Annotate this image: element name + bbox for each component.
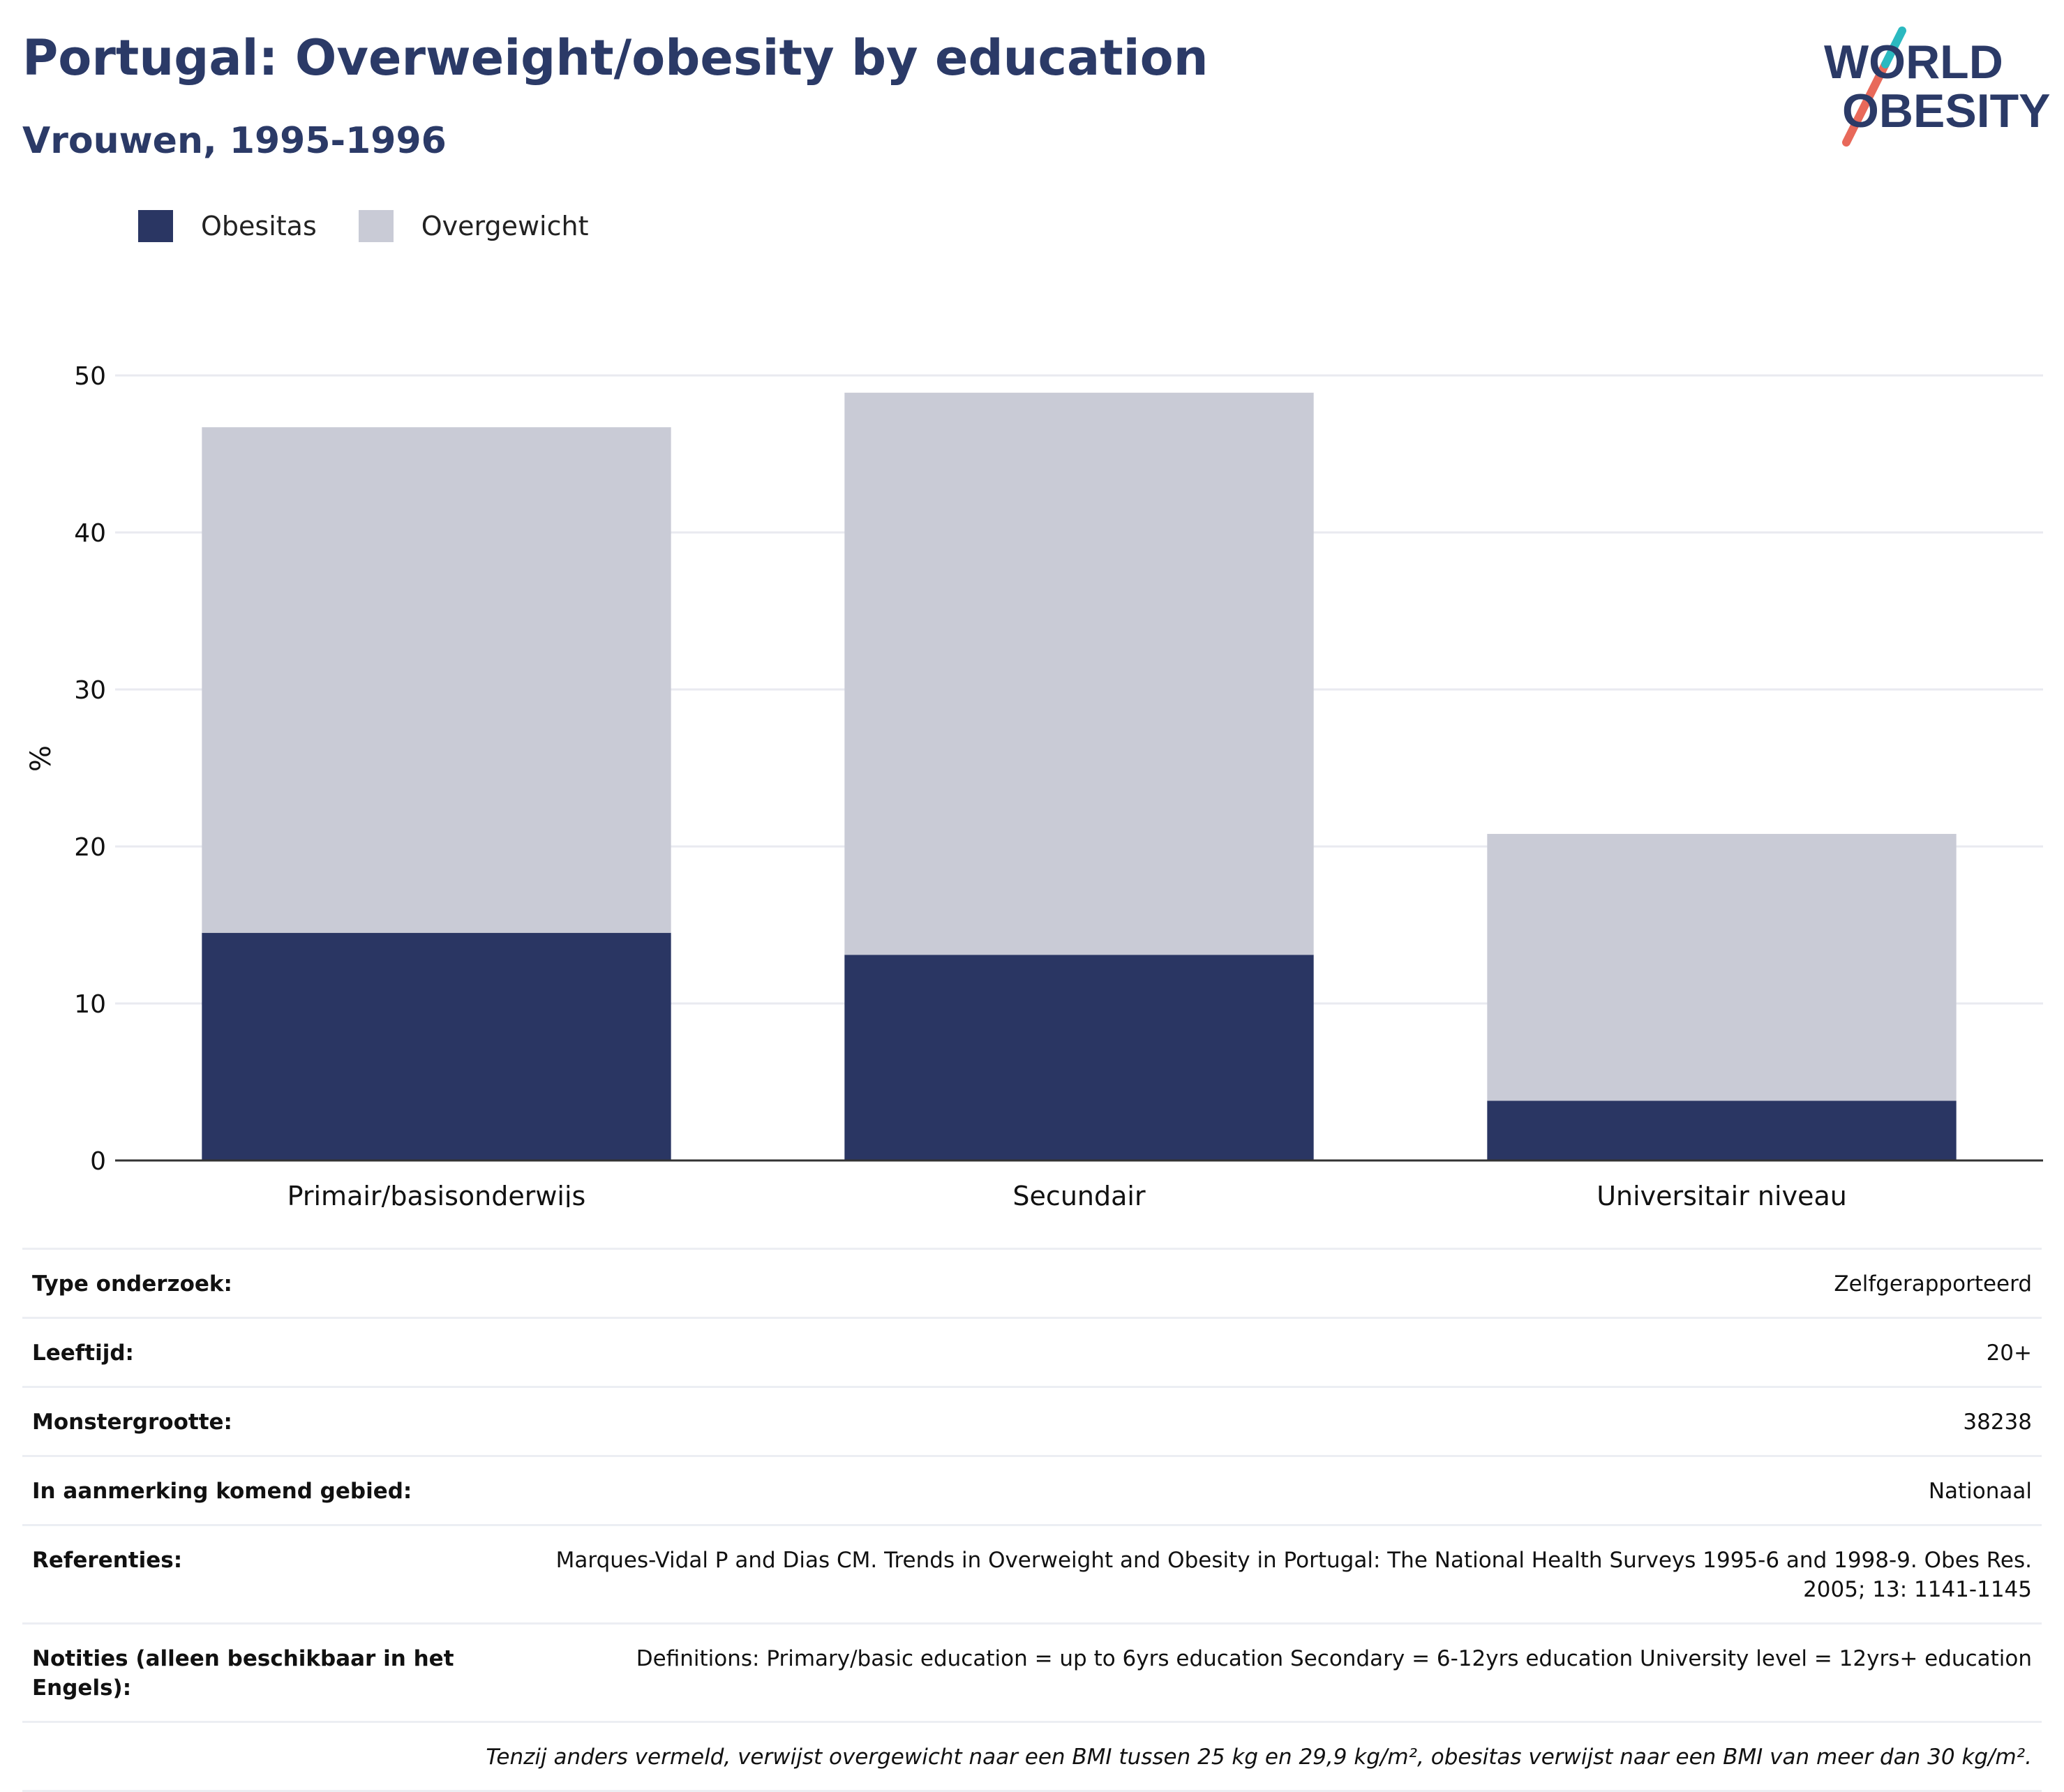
logo-line2: OBESITY (1842, 84, 2051, 137)
y-axis-title: % (25, 745, 57, 772)
info-value: Definitions: Primary/basic education = u… (636, 1646, 2032, 1671)
y-tick-label: 50 (74, 362, 106, 391)
x-tick-label: Primair/basisonderwijs (287, 1181, 586, 1207)
legend-label-overgewicht: Overgewicht (421, 211, 589, 241)
bar-overgewicht[interactable] (1487, 834, 1957, 1101)
info-row: Leeftijd: 20+ (22, 1317, 2042, 1386)
legend-swatch-obesitas (138, 210, 173, 242)
y-tick-label: 0 (90, 1147, 106, 1176)
axes: 0 10 20 30 40 50 Primair/basisonderwijs Secunda… (74, 362, 2043, 1207)
y-tick-label: 10 (74, 990, 106, 1019)
info-label: In aanmerking komend gebied: (32, 1479, 412, 1504)
info-label: Monstergrootte: (32, 1410, 232, 1435)
legend-item-obesitas[interactable]: Obesitas (138, 210, 317, 242)
y-tick-label: 30 (74, 676, 106, 705)
logo-line1: WORLD (1824, 36, 2003, 89)
bar-obesitas[interactable] (202, 932, 671, 1160)
logo-coral-stroke (1842, 60, 1890, 147)
info-value: 38238 (1963, 1410, 2032, 1435)
info-label: Type onderzoek: (32, 1271, 232, 1297)
bar-obesitas[interactable] (1487, 1100, 1957, 1161)
info-label: Notities (alleen beschikbaar in het Enge… (32, 1646, 454, 1701)
x-tick-label: Universitair niveau (1596, 1181, 1847, 1207)
footnote-row: Tenzij anders vermeld, verwijst overgewi… (22, 1721, 2042, 1792)
info-label: Referenties: (32, 1548, 183, 1573)
info-row: Referenties: Marques-Vidal P and Dias CM.… (22, 1524, 2042, 1622)
world-obesity-logo: WORLD OBESITY (1824, 27, 2051, 147)
bars (202, 392, 1957, 1161)
legend-label-obesitas: Obesitas (201, 211, 317, 241)
bar-obesitas[interactable] (844, 955, 1314, 1160)
info-value: Zelfgerapporteerd (1834, 1271, 2032, 1297)
x-tick-label: Secundair (1012, 1181, 1146, 1207)
info-label: Leeftijd: (32, 1341, 134, 1366)
info-row: Notities (alleen beschikbaar in het Enge… (22, 1622, 2042, 1721)
info-row: Monstergrootte: 38238 (22, 1386, 2042, 1455)
chart-title: Portugal: Overweight/obesity by educatio… (22, 29, 1209, 87)
chart-legend: Obesitas Overgewicht (138, 207, 631, 246)
bar-overgewicht[interactable] (844, 392, 1314, 955)
info-row: In aanmerking komend gebied: Nationaal (22, 1455, 2042, 1524)
legend-item-overgewicht[interactable]: Overgewicht (358, 210, 589, 242)
legend-swatch-overgewicht (358, 210, 394, 242)
logo-teal-stroke (1881, 27, 1906, 68)
chart-subtitle: Vrouwen, 1995-1996 (22, 120, 447, 162)
info-value: Nationaal (1928, 1479, 2032, 1504)
info-value: Marques-Vidal P and Dias CM. Trends in O… (555, 1548, 2032, 1602)
y-tick-label: 40 (74, 519, 106, 548)
y-tick-label: 20 (74, 833, 106, 862)
info-table: Type onderzoek: Zelfgerapporteerd Leeftijd… (22, 1248, 2042, 1792)
info-row: Type onderzoek: Zelfgerapporteerd (22, 1248, 2042, 1317)
bar-overgewicht[interactable] (202, 427, 671, 933)
stacked-bar-chart: 0 10 20 30 40 50 Primair/basisonderwijs Secunda… (25, 362, 2043, 1207)
info-value: 20+ (1986, 1341, 2032, 1366)
footnote: Tenzij anders vermeld, verwijst overgewi… (486, 1745, 2032, 1770)
